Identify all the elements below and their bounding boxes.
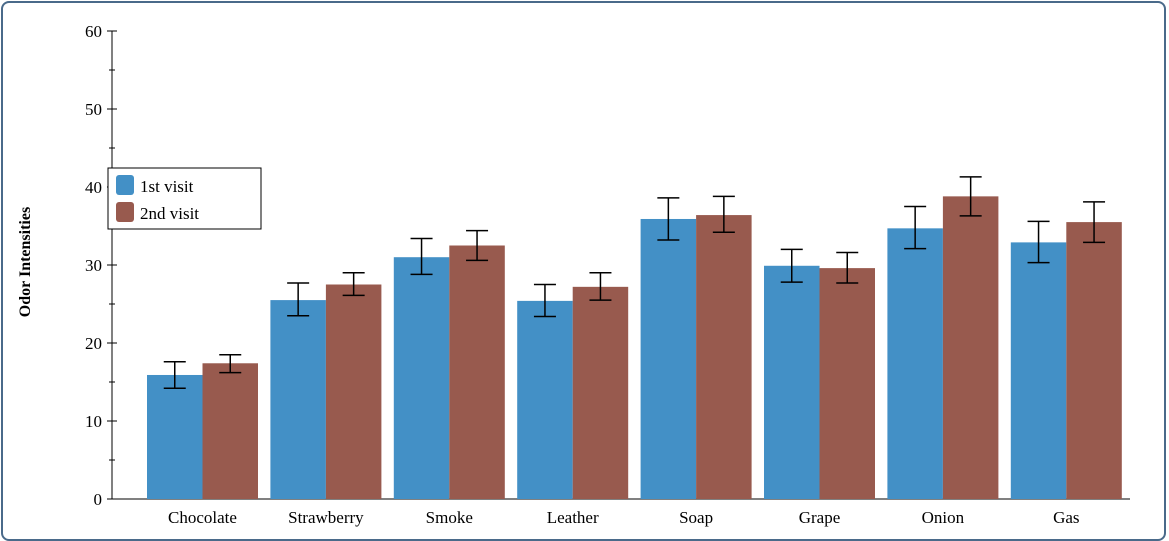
legend-label-1st-visit: 1st visit: [140, 177, 194, 196]
y-tick-label: 10: [85, 412, 102, 431]
bar-1st-visit: [517, 300, 573, 499]
bar-1st-visit: [147, 374, 203, 499]
bar-2nd-visit: [572, 286, 629, 499]
bar-1st-visit: [640, 218, 697, 500]
y-axis-label: Odor Intensities: [17, 207, 34, 317]
error-bars: [163, 176, 1106, 389]
bars: [147, 196, 1122, 500]
bar-1st-visit: [887, 228, 943, 499]
y-tick-label: 30: [85, 256, 102, 275]
y-tick-label: 0: [94, 490, 103, 509]
bar-1st-visit: [764, 265, 820, 499]
legend-label-2nd-visit: 2nd visit: [140, 204, 199, 223]
x-tick-label: Strawberry: [288, 508, 364, 527]
bar-1st-visit: [1010, 242, 1067, 499]
x-tick-label: Onion: [922, 508, 965, 527]
category-labels: Chocolate Strawberry Smoke Leather Soap Grape…: [168, 508, 1079, 527]
bar-2nd-visit: [202, 363, 258, 499]
bar-2nd-visit: [696, 215, 752, 499]
legend: 1st visit 2nd visit: [107, 167, 262, 230]
x-tick-label: Chocolate: [168, 508, 237, 527]
x-tick-label: Soap: [679, 508, 713, 527]
y-tick-label: 20: [85, 334, 102, 353]
bar-2nd-visit: [942, 196, 999, 500]
legend-swatch-2nd-visit: [116, 202, 134, 222]
bar-1st-visit: [270, 300, 326, 499]
x-tick-label: Grape: [799, 508, 841, 527]
x-tick-label: Leather: [547, 508, 599, 527]
bar-1st-visit: [393, 257, 450, 499]
y-tick-label: 50: [85, 100, 102, 119]
y-tick-label: 40: [85, 178, 102, 197]
legend-swatch-1st-visit: [116, 175, 134, 195]
x-tick-label: Smoke: [426, 508, 473, 527]
y-tick-label: 60: [85, 22, 102, 41]
bar-2nd-visit: [325, 284, 382, 499]
bar-2nd-visit: [819, 268, 875, 499]
bar-2nd-visit: [1066, 222, 1122, 499]
bar-2nd-visit: [449, 245, 505, 499]
x-tick-label: Gas: [1053, 508, 1079, 527]
